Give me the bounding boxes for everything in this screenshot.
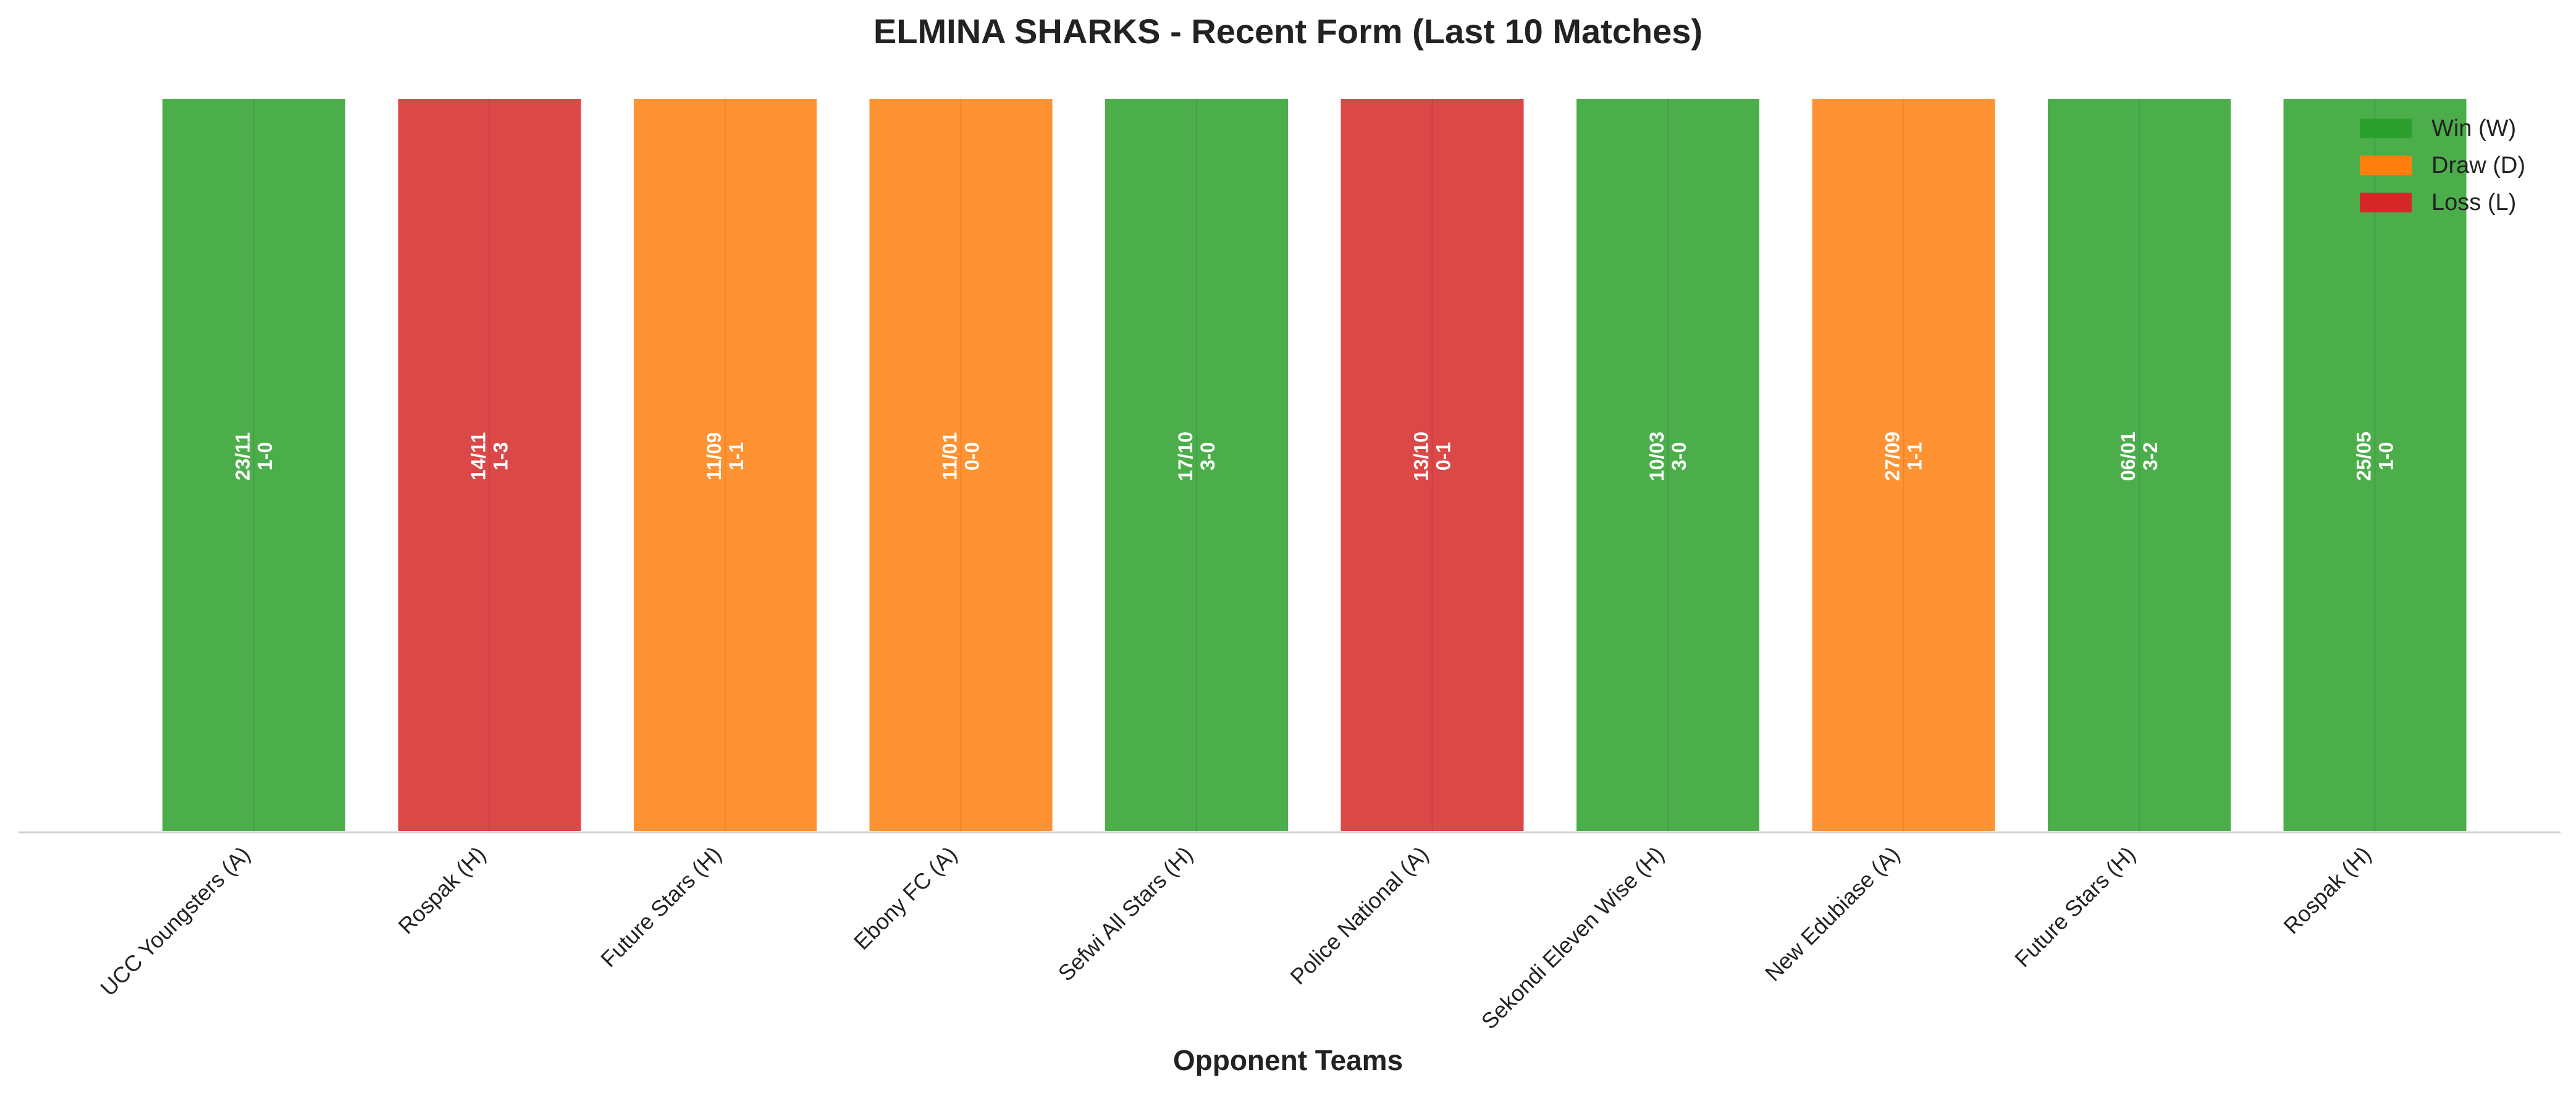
match-score-label: 3-0 [1197, 442, 1219, 471]
bar [395, 96, 584, 834]
x-tick-label: Future Stars (H) [2010, 842, 2140, 972]
x-tick-label: Future Stars (H) [596, 842, 726, 972]
bar [631, 96, 819, 834]
legend-swatch [2360, 193, 2412, 212]
x-tick-label: Sekondi Eleven Wise (H) [1476, 842, 1669, 1034]
legend-label: Draw (D) [2431, 153, 2525, 178]
match-date-label: 10/03 [1646, 432, 1668, 481]
match-date-label: 06/01 [2117, 432, 2139, 481]
bar-label: 14/11 1-3 [468, 432, 512, 480]
match-date-label: 13/10 [1410, 432, 1433, 481]
match-score-label: 1-0 [254, 442, 276, 471]
match-date-label: 11/01 [939, 432, 961, 480]
x-tick-label: UCC Youngsters (A) [95, 842, 255, 1001]
legend-label: Loss (L) [2431, 190, 2516, 215]
match-score-label: 1-0 [2375, 442, 2397, 471]
bar [1103, 96, 1290, 834]
match-date-label: 25/05 [2353, 432, 2375, 481]
match-score-label: 3-2 [2139, 442, 2161, 471]
bar-label: 06/01 3-2 [2117, 432, 2161, 481]
legend-label: Win (W) [2431, 115, 2516, 141]
x-tick-label: Rospak (H) [2278, 842, 2376, 939]
bar [1574, 96, 1762, 834]
legend: Win (W) Draw (D) Loss (L) [2360, 115, 2525, 215]
x-tick-label: Ebony FC (A) [849, 842, 962, 955]
match-score-label: 1-1 [1904, 442, 1926, 471]
match-date-label: 17/10 [1174, 432, 1197, 481]
x-tick-label: New Edubiase (A) [1760, 842, 1905, 986]
bar-label: 11/09 1-1 [703, 432, 747, 480]
legend-swatch [2360, 156, 2412, 175]
match-score-label: 0-1 [1433, 442, 1455, 471]
match-score-label: 1-1 [725, 442, 747, 471]
bar [2281, 96, 2469, 834]
bar-label: 25/05 1-0 [2353, 432, 2397, 481]
bar [1338, 96, 1526, 834]
x-tick-label: Police National (A) [1285, 842, 1433, 990]
bar-label: 13/10 0-1 [1410, 432, 1455, 481]
chart-title: ELMINA SHARKS - Recent Form (Last 10 Mat… [873, 12, 1703, 51]
match-date-label: 23/11 [232, 432, 254, 480]
match-date-label: 27/09 [1882, 432, 1904, 481]
bar-label: 11/01 0-0 [939, 432, 983, 480]
tick-labels-layer: UCC Youngsters (A) Rospak (H) Future Stars… [95, 842, 2376, 1034]
legend-swatch [2360, 119, 2412, 138]
bar [2045, 96, 2233, 834]
match-date-label: 11/09 [703, 432, 725, 480]
bar [160, 96, 348, 834]
bar-label: 27/09 1-1 [1882, 432, 1926, 481]
bar-label: 23/11 1-0 [232, 432, 276, 480]
x-tick-label: Rospak (H) [393, 842, 490, 939]
match-score-label: 1-3 [490, 442, 512, 471]
match-date-label: 14/11 [468, 432, 490, 480]
bar [867, 96, 1055, 834]
x-tick-label: Sefwi All Stars (H) [1053, 842, 1198, 986]
match-score-label: 3-0 [1668, 442, 1690, 471]
bar [1809, 96, 1998, 834]
match-score-label: 0-0 [961, 442, 983, 471]
bar-label: 17/10 3-0 [1174, 432, 1219, 481]
bar-label: 10/03 3-0 [1646, 432, 1690, 481]
x-axis-label: Opponent Teams [1173, 1044, 1403, 1076]
bars-layer: 23/11 1-0 14/11 1-3 11/09 1-1 11/01 0-0 17/10 3-0… [160, 96, 2469, 834]
